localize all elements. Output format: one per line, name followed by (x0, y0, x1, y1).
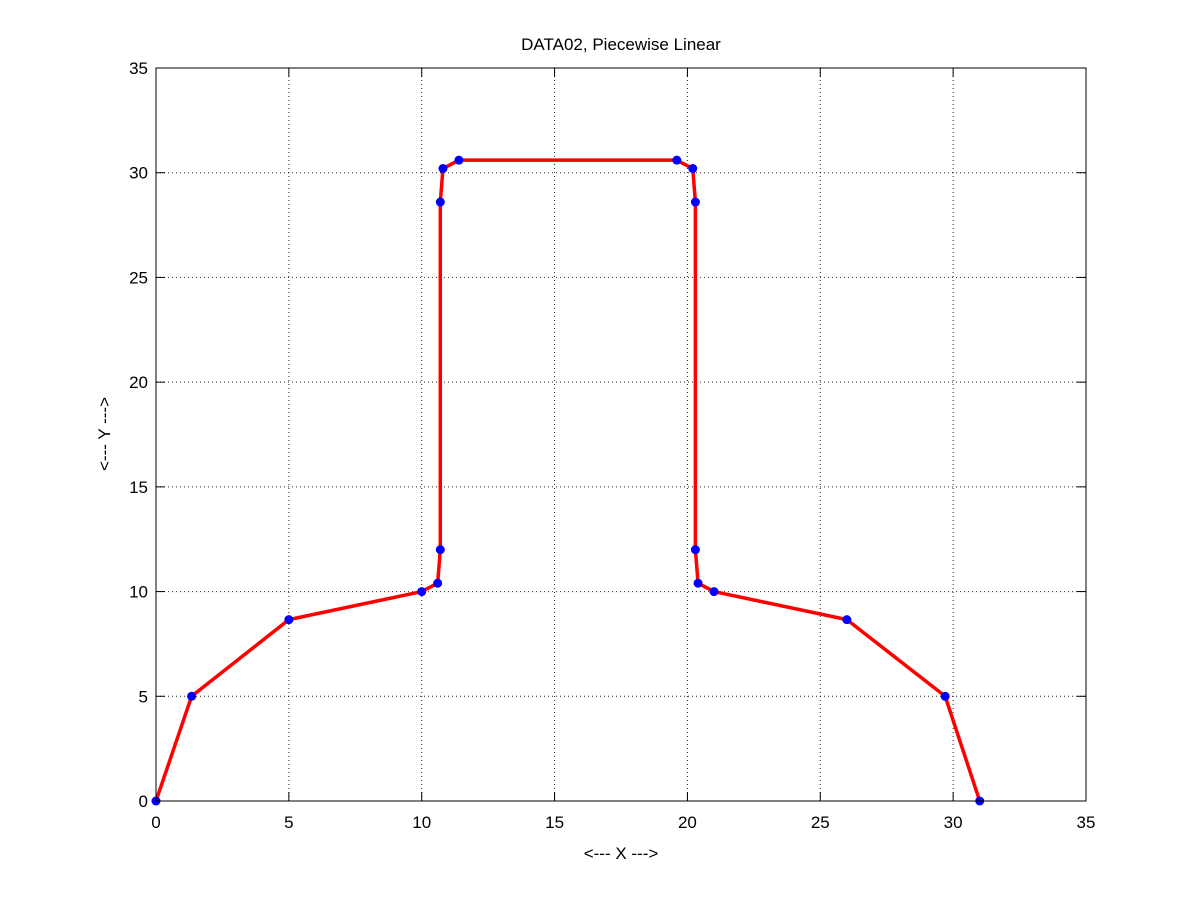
data-point (435, 545, 445, 555)
data-point (940, 691, 950, 701)
y-tick-label: 20 (129, 373, 148, 392)
y-tick-label: 0 (139, 792, 148, 811)
data-point (672, 155, 682, 165)
data-point (709, 587, 719, 597)
series-layer (151, 155, 985, 806)
data-point (187, 691, 197, 701)
x-tick-label: 0 (151, 813, 160, 832)
y-axis-label: <--- Y ---> (95, 397, 114, 471)
data-point (417, 587, 427, 597)
x-tick-label: 35 (1077, 813, 1096, 832)
chart-title: DATA02, Piecewise Linear (521, 35, 721, 54)
grid-layer (156, 68, 1086, 801)
data-point (438, 164, 448, 174)
series-line (154, 158, 982, 803)
x-tick-label: 15 (545, 813, 564, 832)
x-tick-label: 25 (811, 813, 830, 832)
y-tick-label: 30 (129, 164, 148, 183)
y-tick-label: 35 (129, 59, 148, 78)
y-tick-label: 15 (129, 478, 148, 497)
data-point (435, 197, 445, 207)
x-tick-label: 5 (284, 813, 293, 832)
data-point (693, 578, 703, 588)
data-point (690, 197, 700, 207)
y-tick-label: 5 (139, 687, 148, 706)
x-axis-label: <--- X ---> (584, 844, 659, 863)
data-point (690, 545, 700, 555)
y-tick-label: 10 (129, 583, 148, 602)
data-point (284, 615, 294, 625)
tick-layer: 0 5 10 15 20 25 30 35 0 5 10 15 20 25 30 35 (129, 59, 1095, 832)
x-tick-label: 10 (412, 813, 431, 832)
y-tick-label: 25 (129, 268, 148, 287)
data-point (454, 155, 464, 165)
axes-frame (155, 67, 1087, 802)
data-point (433, 578, 443, 588)
x-tick-label: 30 (944, 813, 963, 832)
data-point (842, 615, 852, 625)
x-tick-label: 20 (678, 813, 697, 832)
data-point (688, 164, 698, 174)
